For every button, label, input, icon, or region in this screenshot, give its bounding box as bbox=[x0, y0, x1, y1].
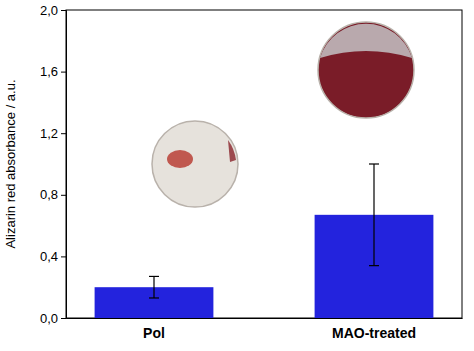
marks bbox=[95, 164, 434, 318]
x-tick: Pol bbox=[143, 318, 165, 341]
error-bar-cap bbox=[149, 276, 159, 277]
y-axis: 0,0 0,4 0,8 1,2 1,6 2,0 bbox=[40, 3, 67, 326]
error-bar-cap bbox=[369, 163, 379, 164]
y-tick-mark bbox=[61, 72, 66, 73]
error-bar-cap bbox=[149, 297, 159, 298]
plot-frame bbox=[66, 10, 462, 318]
sample-photos bbox=[152, 22, 414, 207]
y-tick-label: 0,4 bbox=[40, 249, 58, 264]
y-tick-mark bbox=[61, 133, 66, 134]
disc-top bbox=[320, 24, 412, 58]
error-bar-cap bbox=[369, 265, 379, 266]
y-tick: 1,2 bbox=[40, 126, 66, 141]
y-axis-title: Alizarin red absorbance / a.u. bbox=[3, 79, 18, 248]
y-tick-mark bbox=[61, 318, 66, 319]
chart: 0,0 0,4 0,8 1,2 1,6 2,0 Pol MAO-treated Alizarin… bbox=[0, 0, 474, 351]
y-tick-mark bbox=[61, 10, 66, 11]
x-axis: Pol MAO-treated bbox=[67, 318, 463, 341]
y-tick-label: 0,0 bbox=[40, 311, 58, 326]
y-tick: 0,4 bbox=[40, 249, 66, 264]
x-axis-line bbox=[67, 318, 463, 319]
y-tick-label: 0,8 bbox=[40, 187, 58, 202]
x-tick: MAO-treated bbox=[332, 318, 416, 341]
plot: 0,0 0,4 0,8 1,2 1,6 2,0 Pol MAO-treated bbox=[40, 3, 463, 341]
y-tick: 0,0 bbox=[40, 311, 66, 326]
y-axis-line bbox=[61, 11, 67, 319]
y-tick-label: 1,2 bbox=[40, 126, 58, 141]
disc bbox=[152, 121, 238, 207]
y-tick: 2,0 bbox=[40, 3, 66, 18]
sample-photo bbox=[152, 121, 238, 207]
y-tick-label: 2,0 bbox=[40, 3, 58, 18]
y-tick-mark bbox=[61, 256, 66, 257]
y-tick: 0,8 bbox=[40, 187, 66, 202]
stain bbox=[167, 150, 193, 168]
y-tick-mark bbox=[61, 195, 66, 196]
x-tick-label: Pol bbox=[143, 325, 165, 341]
error-bar bbox=[369, 164, 379, 266]
error-bar bbox=[149, 276, 159, 298]
y-tick: 1,6 bbox=[40, 64, 66, 79]
y-tick-label: 1,6 bbox=[40, 64, 58, 79]
stain bbox=[228, 140, 236, 162]
error-bar-stem bbox=[153, 276, 154, 298]
x-tick-label: MAO-treated bbox=[332, 325, 416, 341]
error-bar-stem bbox=[373, 164, 374, 266]
sample-photo bbox=[318, 22, 414, 118]
disc bbox=[318, 22, 414, 118]
